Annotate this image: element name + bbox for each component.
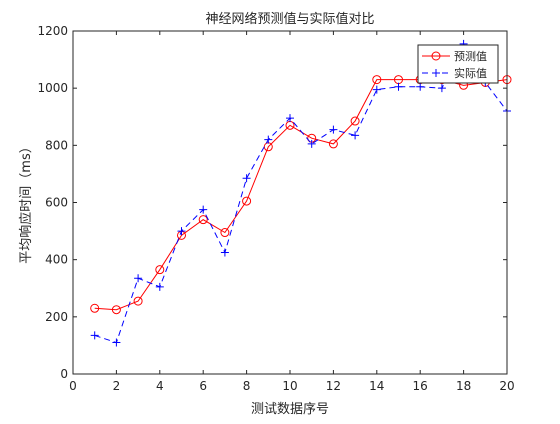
x-tick-label: 4 [156,379,164,393]
data-point-circle [328,139,338,149]
data-point-plus [372,85,381,94]
y-tick-label: 400 [45,253,68,267]
x-tick-label: 16 [413,379,428,393]
x-axis-label: 测试数据序号 [251,402,329,417]
data-point-circle [372,75,382,85]
y-tick-label: 600 [45,196,68,210]
data-point-plus [112,338,121,347]
y-tick-label: 800 [45,138,68,152]
x-tick-label: 0 [69,379,77,393]
data-point-plus [329,125,338,134]
data-point-plus [242,174,251,183]
data-point-circle [220,228,230,238]
chart-title: 神经网络预测值与实际值对比 [205,11,374,27]
data-point-circle [350,116,360,126]
data-point-plus [264,135,273,144]
legend-label-2: 实际值 [454,66,487,80]
legend-marker-plus [432,69,440,77]
x-tick-label: 14 [369,379,384,393]
data-point-plus [286,114,294,123]
x-tick-label: 6 [199,379,207,393]
data-point-circle [90,303,100,313]
y-tick-label: 1000 [37,81,68,95]
legend-box [417,44,499,84]
y-tick-label: 0 [60,367,68,381]
data-point-plus [416,82,425,91]
legend-marker-circle [431,51,441,61]
data-point-circle [155,265,165,275]
y-tick-label: 1200 [37,24,68,38]
data-point-circle [198,215,208,225]
data-point-circle [242,196,252,206]
y-tick-label: 200 [45,310,68,324]
data-point-circle [133,296,143,306]
data-point-plus [177,227,186,236]
x-tick-label: 2 [113,379,121,393]
data-point-plus [394,82,403,91]
x-tick-label: 12 [326,379,341,393]
data-point-plus [90,331,99,340]
data-point-plus [155,282,164,291]
data-point-circle [111,305,121,315]
data-point-plus [220,248,229,257]
data-point-plus [199,205,208,214]
data-point-plus [437,84,446,93]
x-tick-label: 10 [282,379,297,393]
data-point-plus [134,274,143,283]
data-point-plus [307,139,316,148]
series-line-2 [94,42,508,344]
data-point-plus [351,131,360,140]
x-tick-label: 20 [499,379,514,393]
x-tick-label: 18 [456,379,471,393]
legend-label-1: 预测值 [454,50,487,63]
y-axis-label: 平均响应时间（ms） [18,140,34,263]
x-tick-label: 8 [243,379,251,393]
